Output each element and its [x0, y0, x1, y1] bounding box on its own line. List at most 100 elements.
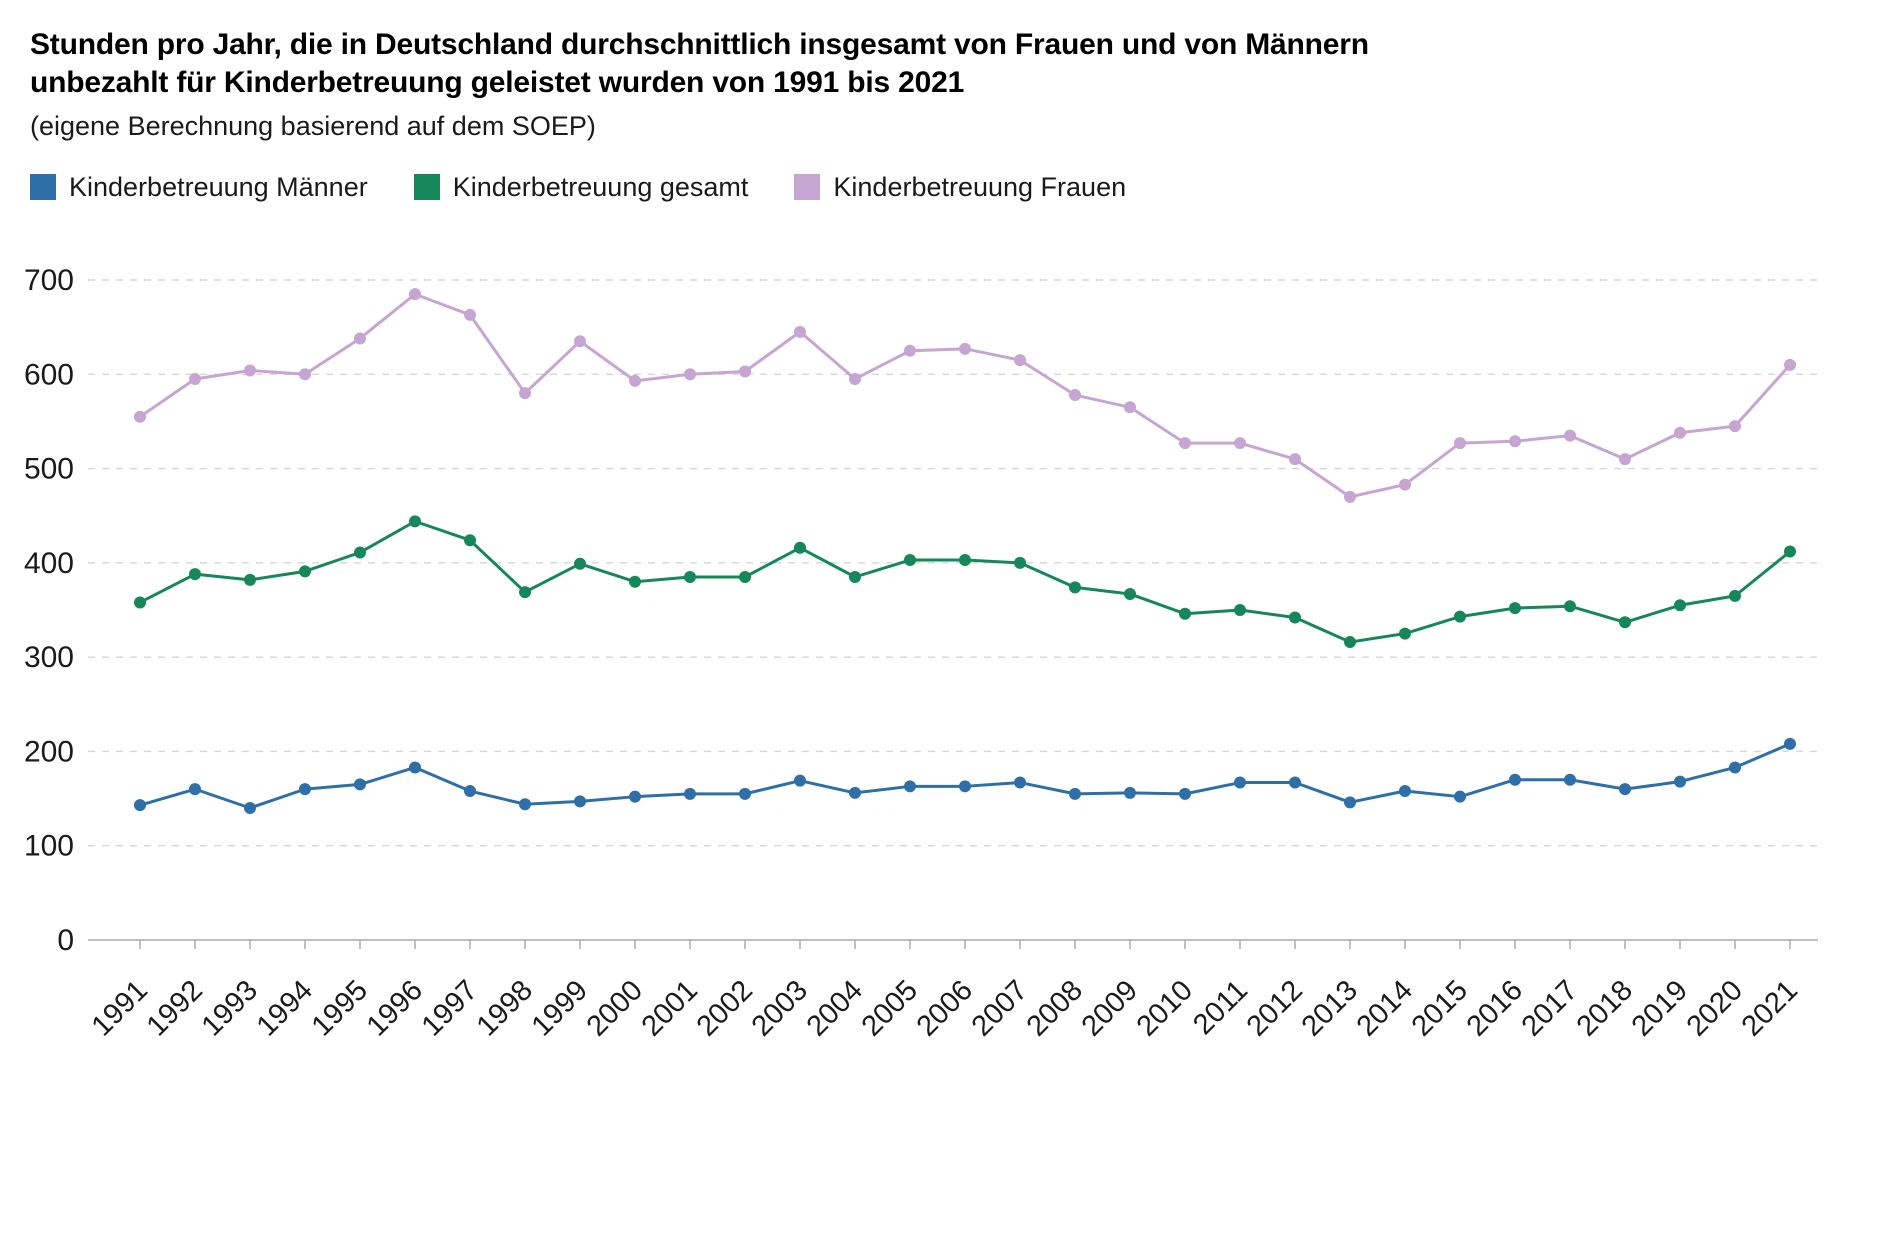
data-point-kinderbetreuung-gesamt-2014: [1399, 627, 1411, 640]
chart-svg: 0100200300400500600700199119921993199419…: [24, 264, 1818, 1043]
series-kinderbetreuung-maenner: [134, 737, 1796, 814]
x-tick-label: 1998: [471, 974, 539, 1042]
data-point-kinderbetreuung-frauen-2007: [1014, 354, 1026, 367]
data-point-kinderbetreuung-gesamt-2010: [1179, 607, 1191, 620]
data-point-kinderbetreuung-maenner-2009: [1124, 786, 1136, 799]
data-point-kinderbetreuung-frauen-2013: [1344, 490, 1356, 503]
data-point-kinderbetreuung-gesamt-2016: [1509, 602, 1521, 615]
data-point-kinderbetreuung-gesamt-2004: [849, 571, 861, 583]
x-tick-label: 2012: [1241, 974, 1309, 1042]
chart-subtitle: (eigene Berechnung basierend auf dem SOE…: [30, 110, 596, 141]
x-tick-label: 2017: [1516, 974, 1584, 1042]
x-tick-label: 1995: [306, 974, 374, 1042]
legend-label: Kinderbetreuung Männer: [69, 171, 368, 202]
line-chart: 0 100 200 300 400 500 600 700 1991 1992 1993 1994 19…: [0, 218, 1880, 1253]
data-point-kinderbetreuung-maenner-2011: [1234, 776, 1246, 789]
y-tick-label: 400: [24, 547, 74, 580]
data-point-kinderbetreuung-maenner-1996: [409, 761, 421, 774]
data-point-kinderbetreuung-gesamt-2002: [739, 571, 751, 583]
data-point-kinderbetreuung-maenner-1992: [189, 783, 201, 796]
y-tick-label: 200: [24, 735, 74, 768]
data-point-kinderbetreuung-frauen-1991: [134, 410, 146, 423]
x-tick-label: 1991: [86, 974, 154, 1042]
data-point-kinderbetreuung-gesamt-2019: [1674, 599, 1686, 612]
data-point-kinderbetreuung-maenner-2004: [849, 786, 861, 799]
data-point-kinderbetreuung-frauen-2018: [1619, 453, 1631, 466]
data-point-kinderbetreuung-maenner-1991: [134, 799, 146, 812]
x-tick-label: 2000: [581, 974, 649, 1042]
data-point-kinderbetreuung-gesamt-2017: [1564, 600, 1576, 613]
data-point-kinderbetreuung-gesamt-2001: [684, 571, 696, 583]
data-point-kinderbetreuung-maenner-1999: [574, 795, 586, 808]
data-point-kinderbetreuung-maenner-2012: [1289, 776, 1301, 789]
y-tick-label: 600: [24, 358, 74, 391]
legend: Kinderbetreuung Männer Kinderbetreuung ge…: [0, 142, 1880, 203]
data-point-kinderbetreuung-frauen-1998: [519, 387, 531, 400]
legend-swatch-icon: [413, 174, 440, 201]
data-point-kinderbetreuung-maenner-2000: [629, 790, 641, 803]
data-point-kinderbetreuung-maenner-2015: [1454, 790, 1466, 803]
data-point-kinderbetreuung-maenner-1995: [354, 778, 366, 791]
data-point-kinderbetreuung-frauen-2008: [1069, 389, 1081, 402]
x-tick-label: 2013: [1296, 974, 1364, 1042]
data-point-kinderbetreuung-frauen-2004: [849, 373, 861, 385]
data-point-kinderbetreuung-frauen-2015: [1454, 437, 1466, 450]
x-tick-label: 2004: [801, 974, 869, 1042]
x-tick-label: 2009: [1076, 974, 1144, 1042]
data-point-kinderbetreuung-maenner-1993: [244, 802, 256, 814]
data-point-kinderbetreuung-frauen-1993: [244, 364, 256, 377]
data-point-kinderbetreuung-frauen-2011: [1234, 437, 1246, 450]
data-point-kinderbetreuung-gesamt-2009: [1124, 587, 1136, 600]
legend-swatch-icon: [30, 174, 56, 201]
data-point-kinderbetreuung-gesamt-1992: [189, 568, 201, 581]
series-line-kinderbetreuung-frauen: [138, 292, 1792, 499]
x-tick-label: 2006: [911, 974, 979, 1042]
legend-item-kinderbetreuung-frauen: Kinderbetreuung Frauen: [794, 172, 1126, 203]
data-point-kinderbetreuung-frauen-1997: [464, 308, 476, 321]
data-point-kinderbetreuung-frauen-2005: [904, 344, 916, 357]
data-point-kinderbetreuung-maenner-2003: [794, 774, 806, 787]
data-point-kinderbetreuung-maenner-2001: [684, 787, 696, 800]
legend-label: Kinderbetreuung Frauen: [833, 171, 1127, 202]
x-tick-label: 1993: [196, 974, 264, 1042]
legend-item-kinderbetreuung-gesamt: Kinderbetreuung gesamt: [413, 172, 748, 203]
x-tick-label: 1992: [141, 974, 209, 1042]
data-point-kinderbetreuung-gesamt-1995: [354, 546, 366, 559]
data-point-kinderbetreuung-gesamt-2021: [1784, 545, 1796, 558]
x-tick-label: 2008: [1021, 974, 1089, 1042]
legend-swatch-icon: [794, 174, 821, 201]
data-point-kinderbetreuung-gesamt-1991: [134, 596, 146, 609]
data-point-kinderbetreuung-frauen-2021: [1784, 358, 1796, 371]
y-tick-label: 0: [57, 924, 74, 957]
x-tick-label: 2014: [1351, 974, 1419, 1042]
data-point-kinderbetreuung-maenner-2005: [904, 780, 916, 793]
data-point-kinderbetreuung-maenner-2008: [1069, 787, 1081, 800]
y-tick-label: 100: [24, 830, 74, 863]
data-point-kinderbetreuung-gesamt-1993: [244, 573, 256, 586]
data-point-kinderbetreuung-frauen-2017: [1564, 429, 1576, 442]
data-point-kinderbetreuung-maenner-2020: [1729, 761, 1741, 774]
x-tick-label: 1994: [251, 974, 319, 1042]
data-point-kinderbetreuung-frauen-2014: [1399, 478, 1411, 491]
data-point-kinderbetreuung-maenner-2002: [739, 787, 751, 800]
y-tick-label: 300: [24, 641, 74, 674]
data-point-kinderbetreuung-frauen-1994: [299, 368, 311, 381]
x-tick-label: 2016: [1461, 974, 1529, 1042]
data-point-kinderbetreuung-frauen-2006: [959, 342, 971, 355]
data-point-kinderbetreuung-maenner-2016: [1509, 773, 1521, 786]
data-point-kinderbetreuung-gesamt-2003: [794, 541, 806, 554]
data-point-kinderbetreuung-gesamt-2020: [1729, 589, 1741, 602]
gridlines: 0 100 200 300 400 500 600 700: [24, 264, 1818, 957]
data-point-kinderbetreuung-gesamt-2011: [1234, 604, 1246, 616]
data-point-kinderbetreuung-maenner-2014: [1399, 785, 1411, 798]
data-point-kinderbetreuung-frauen-2009: [1124, 401, 1136, 414]
data-point-kinderbetreuung-maenner-1994: [299, 783, 311, 796]
x-tick-label: 1997: [416, 974, 484, 1042]
data-point-kinderbetreuung-maenner-2017: [1564, 773, 1576, 786]
data-point-kinderbetreuung-frauen-2019: [1674, 426, 1686, 439]
series-line-kinderbetreuung-gesamt: [138, 519, 1792, 644]
y-tick-label: 700: [24, 264, 74, 297]
x-tick-label: 1996: [361, 974, 429, 1042]
data-point-kinderbetreuung-gesamt-2015: [1454, 610, 1466, 623]
data-point-kinderbetreuung-frauen-1996: [409, 288, 421, 301]
